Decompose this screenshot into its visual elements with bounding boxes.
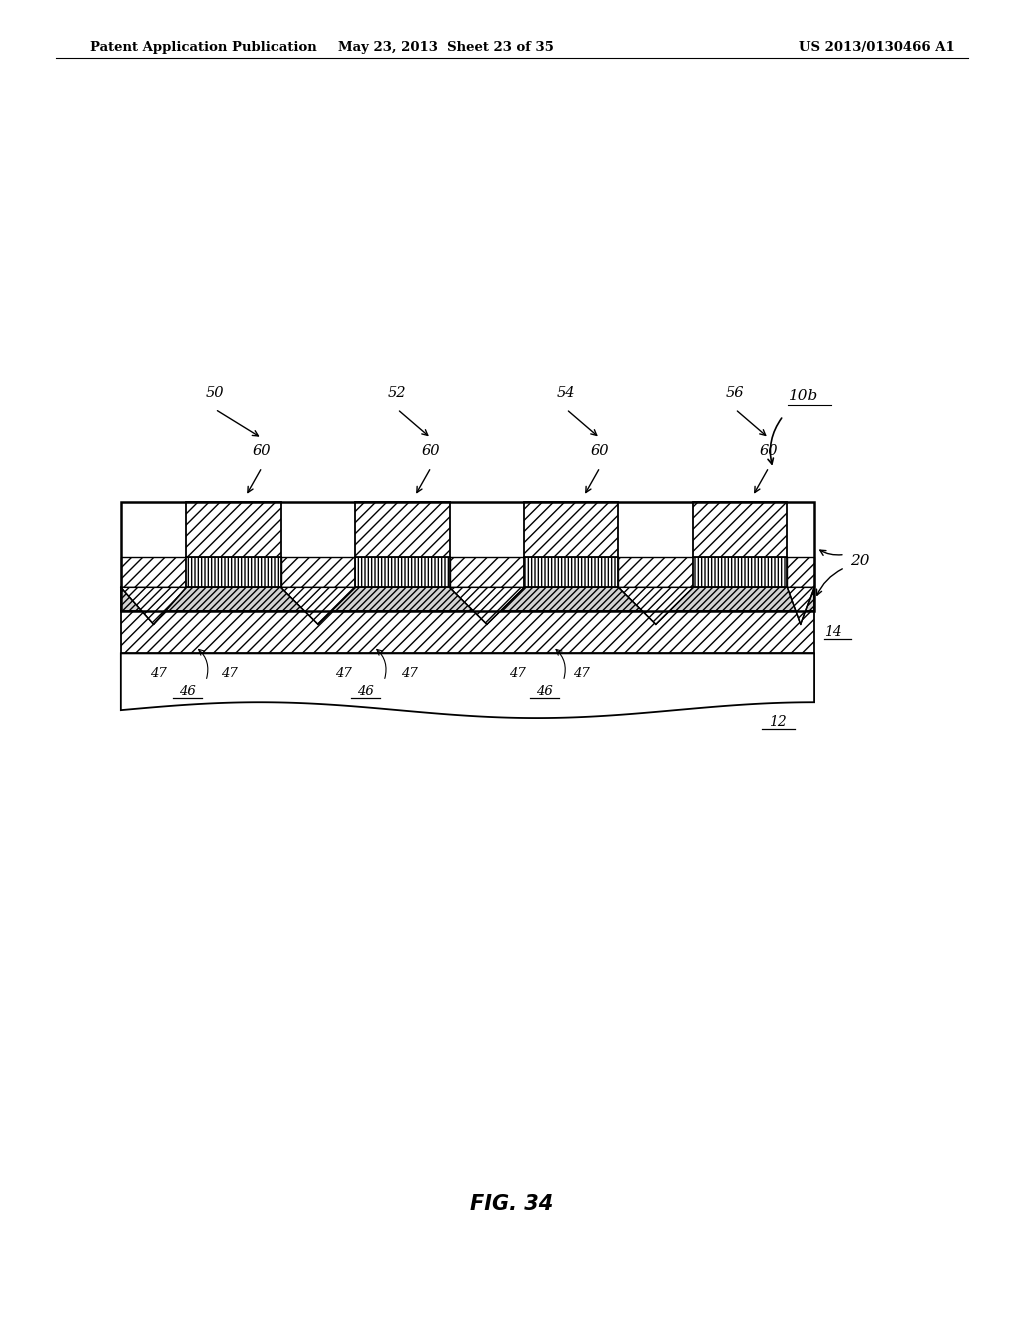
Bar: [787, 557, 814, 587]
Bar: [618, 557, 693, 587]
Text: 42: 42: [431, 568, 450, 581]
Text: 47: 47: [335, 667, 351, 680]
Bar: [618, 557, 693, 587]
Text: 47: 47: [401, 667, 418, 680]
Text: 52: 52: [388, 387, 407, 400]
Text: 58: 58: [393, 523, 412, 536]
Bar: [121, 611, 814, 653]
Text: Patent Application Publication: Patent Application Publication: [90, 41, 316, 54]
Text: 12: 12: [769, 715, 787, 729]
Text: 58: 58: [731, 523, 750, 536]
Text: 47: 47: [151, 667, 167, 680]
Text: 20: 20: [850, 554, 869, 568]
Polygon shape: [121, 653, 814, 718]
Polygon shape: [787, 587, 814, 624]
Text: 16: 16: [765, 593, 782, 606]
Text: 47: 47: [221, 667, 238, 680]
Text: 44: 44: [731, 565, 750, 579]
Polygon shape: [281, 587, 355, 624]
Bar: [121, 557, 186, 587]
Text: 46: 46: [357, 685, 374, 698]
Bar: [450, 557, 524, 587]
Bar: [693, 502, 787, 557]
Text: 47: 47: [509, 667, 525, 680]
Text: 58: 58: [562, 523, 581, 536]
Bar: [693, 502, 787, 557]
Text: 44: 44: [224, 565, 243, 579]
Text: 58: 58: [224, 523, 243, 536]
Bar: [121, 502, 814, 611]
Bar: [186, 557, 281, 587]
Bar: [693, 557, 787, 587]
Bar: [450, 557, 524, 587]
Bar: [524, 557, 618, 587]
Text: 56: 56: [726, 387, 744, 400]
Text: 44: 44: [562, 565, 581, 579]
Bar: [121, 587, 814, 611]
Text: 54: 54: [557, 387, 575, 400]
Polygon shape: [450, 587, 524, 624]
Text: May 23, 2013  Sheet 23 of 35: May 23, 2013 Sheet 23 of 35: [338, 41, 553, 54]
Bar: [787, 557, 814, 587]
Text: FIG. 34: FIG. 34: [470, 1193, 554, 1214]
Text: 46: 46: [537, 685, 553, 698]
Text: 44: 44: [393, 565, 412, 579]
Text: 46: 46: [179, 685, 196, 698]
Bar: [186, 557, 281, 587]
Text: 50: 50: [206, 387, 224, 400]
Bar: [524, 557, 618, 587]
Bar: [281, 557, 355, 587]
Text: US 2013/0130466 A1: US 2013/0130466 A1: [799, 41, 954, 54]
Bar: [121, 611, 814, 653]
Text: 60: 60: [253, 445, 271, 458]
Bar: [524, 502, 618, 557]
Bar: [355, 557, 450, 587]
Text: 60: 60: [760, 445, 778, 458]
Text: 60: 60: [422, 445, 440, 458]
Bar: [121, 587, 814, 611]
Text: 60: 60: [591, 445, 609, 458]
Text: 47: 47: [573, 667, 590, 680]
Bar: [524, 502, 618, 557]
Bar: [186, 502, 281, 557]
Text: 14: 14: [824, 626, 842, 639]
Bar: [121, 557, 186, 587]
Bar: [355, 557, 450, 587]
Polygon shape: [121, 587, 186, 624]
Text: 10b: 10b: [788, 389, 818, 403]
Bar: [186, 502, 281, 557]
Bar: [355, 502, 450, 557]
Bar: [693, 557, 787, 587]
Polygon shape: [618, 587, 693, 624]
Bar: [355, 502, 450, 557]
Bar: [281, 557, 355, 587]
